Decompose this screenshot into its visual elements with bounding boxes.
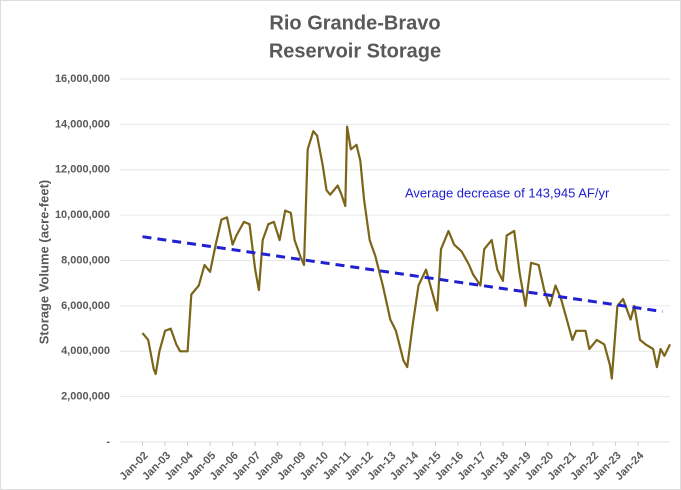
annotation: Average decrease of 143,945 AF/yr: [405, 185, 610, 200]
chart-title: Reservoir Storage: [269, 40, 441, 62]
y-tick-label: 4,000,000: [61, 345, 110, 357]
data-line: [141, 125, 671, 380]
y-axis-label: Storage Volume (acre-feet): [36, 180, 51, 344]
trend-line: [142, 235, 663, 313]
y-tick-label: 8,000,000: [61, 254, 110, 266]
y-tick-label: 10,000,000: [55, 209, 110, 221]
y-tick-label: 2,000,000: [61, 391, 110, 403]
chart-title: Rio Grande-Bravo: [269, 12, 440, 34]
y-tick-label: -: [106, 436, 110, 448]
y-tick-label: 14,000,000: [55, 118, 110, 130]
y-tick-label: 6,000,000: [61, 300, 110, 312]
y-tick-label: 12,000,000: [55, 164, 110, 176]
y-tick-label: 16,000,000: [55, 73, 110, 85]
